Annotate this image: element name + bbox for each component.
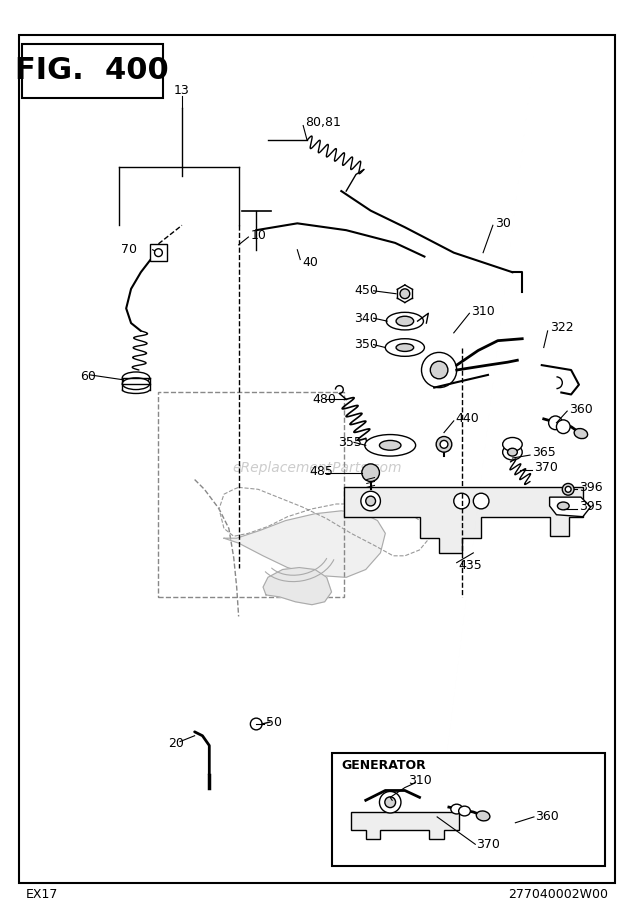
Ellipse shape [557,502,569,509]
Text: 60: 60 [80,370,96,384]
Ellipse shape [508,448,517,456]
Ellipse shape [386,312,423,330]
Ellipse shape [459,806,471,816]
Text: 360: 360 [569,403,593,416]
Circle shape [250,718,262,730]
Ellipse shape [122,372,149,384]
Text: 396: 396 [579,481,603,494]
Circle shape [362,464,379,481]
Text: 435: 435 [459,559,482,572]
Circle shape [400,289,410,298]
Text: 480: 480 [312,393,336,406]
Ellipse shape [396,343,414,352]
Circle shape [549,416,562,430]
Ellipse shape [396,316,414,326]
Text: 30: 30 [495,217,511,230]
Text: 310: 310 [408,774,432,788]
Ellipse shape [379,791,401,813]
Ellipse shape [379,441,401,450]
Text: 340: 340 [354,312,378,325]
Text: 80,81: 80,81 [305,116,341,129]
Text: 10: 10 [250,229,266,241]
Text: 50: 50 [266,715,282,729]
Text: 450: 450 [354,285,378,297]
Circle shape [565,487,571,492]
Text: FIG.  400: FIG. 400 [15,56,169,85]
Circle shape [436,437,452,453]
Circle shape [154,249,162,257]
Text: 40: 40 [302,256,318,269]
Text: eReplacementParts.com: eReplacementParts.com [232,461,402,475]
Text: 322: 322 [549,321,574,334]
Text: 310: 310 [471,305,495,318]
Text: 13: 13 [174,84,190,96]
Ellipse shape [451,804,463,814]
Ellipse shape [574,429,588,439]
Bar [22,44,163,98]
Polygon shape [263,567,332,605]
Text: 20: 20 [168,737,184,750]
Bar [332,754,605,866]
Text: 395: 395 [579,500,603,513]
Circle shape [562,484,574,495]
Text: EX17: EX17 [25,888,58,901]
Bar [149,244,167,262]
Text: 485: 485 [309,465,333,478]
Text: 370: 370 [476,838,500,851]
Text: 440: 440 [456,412,479,425]
Circle shape [440,441,448,448]
Polygon shape [224,510,385,577]
Polygon shape [549,498,591,517]
Ellipse shape [385,797,396,808]
Text: 277040002W00: 277040002W00 [508,888,608,901]
Circle shape [473,493,489,509]
Circle shape [366,496,376,506]
Ellipse shape [122,378,149,389]
Circle shape [454,493,469,509]
Text: GENERATOR: GENERATOR [341,758,426,771]
Text: 350: 350 [354,338,378,351]
Polygon shape [351,812,459,839]
Ellipse shape [365,434,415,456]
Circle shape [556,420,570,433]
Ellipse shape [503,438,522,451]
Polygon shape [344,487,583,553]
Text: 360: 360 [535,811,559,823]
Ellipse shape [503,444,522,460]
Text: 370: 370 [534,462,558,475]
Text: 355: 355 [339,436,362,449]
Ellipse shape [385,339,425,356]
Text: 365: 365 [532,445,556,459]
Text: 70: 70 [121,243,137,256]
Ellipse shape [476,811,490,821]
Ellipse shape [430,361,448,379]
Circle shape [361,491,381,510]
Bar [159,392,344,597]
Ellipse shape [422,353,457,387]
